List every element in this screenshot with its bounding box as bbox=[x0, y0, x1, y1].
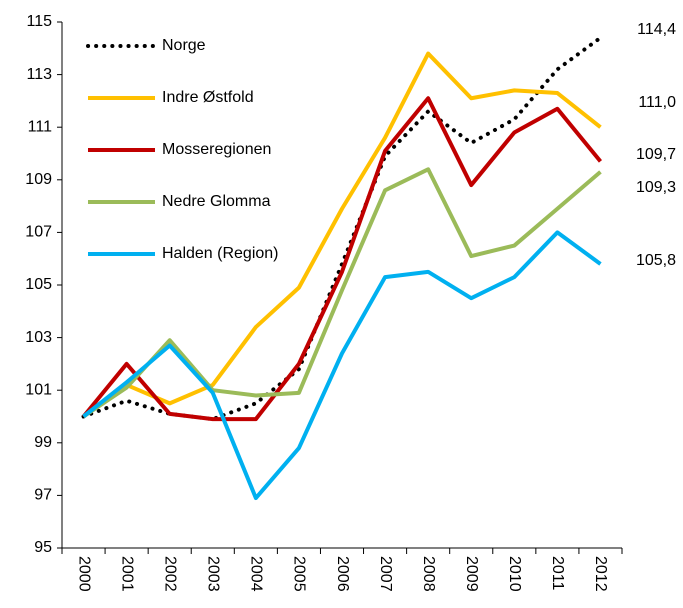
x-tick-label: 2005 bbox=[291, 556, 308, 592]
y-tick-label: 109 bbox=[25, 171, 52, 188]
value-label: 111,0 bbox=[638, 94, 676, 111]
y-tick-label: 99 bbox=[34, 434, 52, 451]
series-line bbox=[81, 96, 603, 422]
x-tick-label: 2006 bbox=[334, 556, 351, 592]
value-label: 109,3 bbox=[636, 179, 676, 196]
x-tick-label: 2009 bbox=[463, 556, 480, 592]
series-line bbox=[82, 230, 602, 501]
y-tick-label: 105 bbox=[25, 276, 52, 293]
x-tick-label: 2007 bbox=[377, 556, 394, 592]
x-tick-label: 2004 bbox=[248, 556, 265, 592]
x-tick-label: 2008 bbox=[420, 556, 437, 592]
y-tick-label: 95 bbox=[34, 539, 52, 556]
x-tick-label: 2010 bbox=[506, 556, 523, 592]
x-tick-label: 2003 bbox=[205, 556, 222, 592]
series-line bbox=[82, 167, 602, 419]
y-tick-label: 115 bbox=[26, 13, 52, 30]
series-line bbox=[82, 51, 602, 419]
y-tick-label: 113 bbox=[26, 66, 52, 83]
y-tick-label: 103 bbox=[25, 329, 52, 346]
legend-label: Indre Østfold bbox=[162, 89, 254, 106]
x-tick-label: 2000 bbox=[75, 556, 92, 592]
x-tick-label: 2002 bbox=[161, 556, 178, 592]
legend-label: Nedre Glomma bbox=[162, 193, 271, 210]
x-tick-label: 2001 bbox=[118, 556, 135, 592]
value-label: 114,4 bbox=[637, 21, 676, 38]
y-tick-label: 101 bbox=[25, 381, 52, 398]
y-tick-label: 97 bbox=[34, 487, 52, 504]
x-tick-label: 2012 bbox=[592, 556, 609, 592]
legend-label: Halden (Region) bbox=[162, 245, 279, 262]
legend-label: Mosseregionen bbox=[162, 141, 271, 158]
legend-label: Norge bbox=[162, 37, 206, 54]
value-label: 109,7 bbox=[636, 146, 676, 163]
y-tick-label: 111 bbox=[28, 118, 52, 135]
value-label: 105,8 bbox=[636, 252, 676, 269]
x-tick-label: 2011 bbox=[549, 556, 566, 591]
y-tick-label: 107 bbox=[25, 224, 52, 241]
